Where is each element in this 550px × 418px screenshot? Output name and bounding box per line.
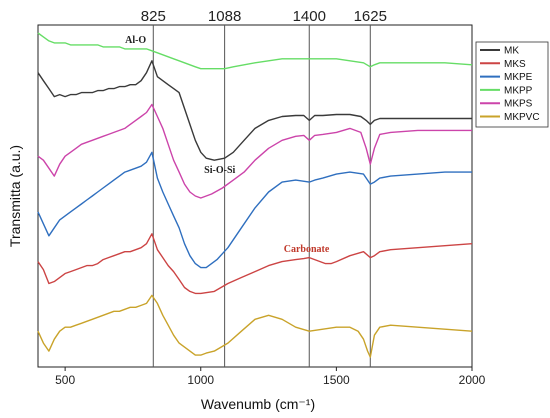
reference-lines xyxy=(152,25,371,367)
reference-label-825: 825 xyxy=(141,8,166,25)
legend: MK MKS MKPE MKPP MKPS MKPVC xyxy=(475,41,549,128)
reference-label-1400: 1400 xyxy=(293,8,326,25)
x-tick-label-1000: 1000 xyxy=(187,373,214,387)
reference-label-1088: 1088 xyxy=(208,8,241,25)
y-axis-title: Transmitta (a.u.) xyxy=(7,145,23,247)
series-line-mkpp xyxy=(37,32,473,70)
series-line-mkpe xyxy=(37,151,472,269)
annotation-si-o-si: Si-O-Si xyxy=(204,165,235,176)
x-axis-title: Wavenumb (cm⁻¹) xyxy=(201,396,315,412)
series-line-mkpvc xyxy=(37,294,473,358)
series-line-mkps xyxy=(37,103,472,199)
legend-label-mkpvc: MKPVC xyxy=(504,112,540,123)
annotation-carbonate: Carbonate xyxy=(284,244,330,255)
x-tick-label-1500: 1500 xyxy=(323,373,350,387)
annotation-al-o: Al-O xyxy=(125,35,146,46)
legend-label-mkpe: MKPE xyxy=(504,72,533,83)
series-lines xyxy=(37,32,473,358)
reference-line-labels: 825 1088 1400 1625 xyxy=(141,8,387,25)
legend-label-mks: MKS xyxy=(504,59,526,70)
legend-label-mkpp: MKPP xyxy=(504,85,533,96)
plot-area-frame xyxy=(37,24,473,368)
peak-annotations: Al-O Si-O-Si Carbonate xyxy=(125,35,330,255)
x-tick-label-500: 500 xyxy=(55,373,75,387)
x-axis-ticks: 500 1000 1500 2000 xyxy=(55,367,486,387)
reference-label-1625: 1625 xyxy=(354,8,387,25)
legend-box xyxy=(475,41,549,128)
series-line-mk xyxy=(37,60,472,161)
legend-label-mkps: MKPS xyxy=(504,99,533,110)
series-line-mks xyxy=(37,233,473,295)
legend-label-mk: MK xyxy=(504,46,519,57)
x-tick-label-2000: 2000 xyxy=(459,373,486,387)
